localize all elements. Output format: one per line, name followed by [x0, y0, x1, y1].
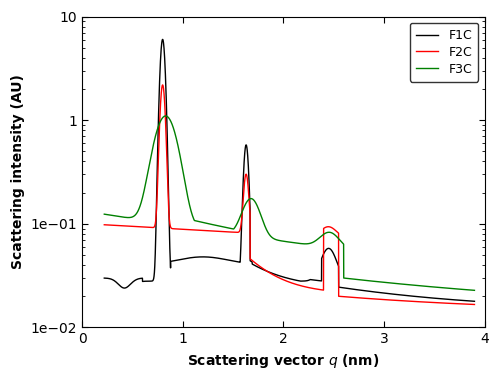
- F1C: [166, 194, 172, 198]
- F3C: [144, 177, 150, 181]
- F2C: [244, 172, 250, 177]
- F2C: [260, 266, 266, 271]
- F2C: [424, 300, 430, 304]
- Legend: F1C, F2C, F3C: F1C, F2C, F3C: [410, 23, 478, 82]
- Line: F1C: F1C: [104, 39, 474, 301]
- F3C: [472, 288, 478, 293]
- F2C: [160, 83, 166, 87]
- F1C: [464, 298, 470, 303]
- F3C: [260, 217, 266, 222]
- F2C: [464, 302, 470, 306]
- Line: F2C: F2C: [104, 85, 474, 304]
- F2C: [472, 302, 478, 307]
- X-axis label: Scattering vector $q$ (nm): Scattering vector $q$ (nm): [187, 352, 380, 370]
- F2C: [166, 205, 172, 209]
- F1C: [424, 295, 430, 300]
- Y-axis label: Scattering intensity (AU): Scattering intensity (AU): [11, 75, 25, 269]
- F1C: [260, 267, 266, 272]
- F3C: [424, 284, 430, 289]
- F3C: [464, 288, 470, 292]
- F1C: [244, 143, 250, 147]
- F2C: [144, 225, 150, 229]
- F1C: [144, 279, 150, 283]
- F1C: [472, 299, 478, 304]
- Line: F3C: F3C: [104, 116, 474, 290]
- F3C: [162, 114, 168, 118]
- F1C: [160, 37, 166, 42]
- F2C: [102, 223, 107, 227]
- F3C: [244, 200, 250, 205]
- F1C: [102, 276, 107, 280]
- F3C: [166, 115, 172, 120]
- F3C: [102, 212, 107, 216]
